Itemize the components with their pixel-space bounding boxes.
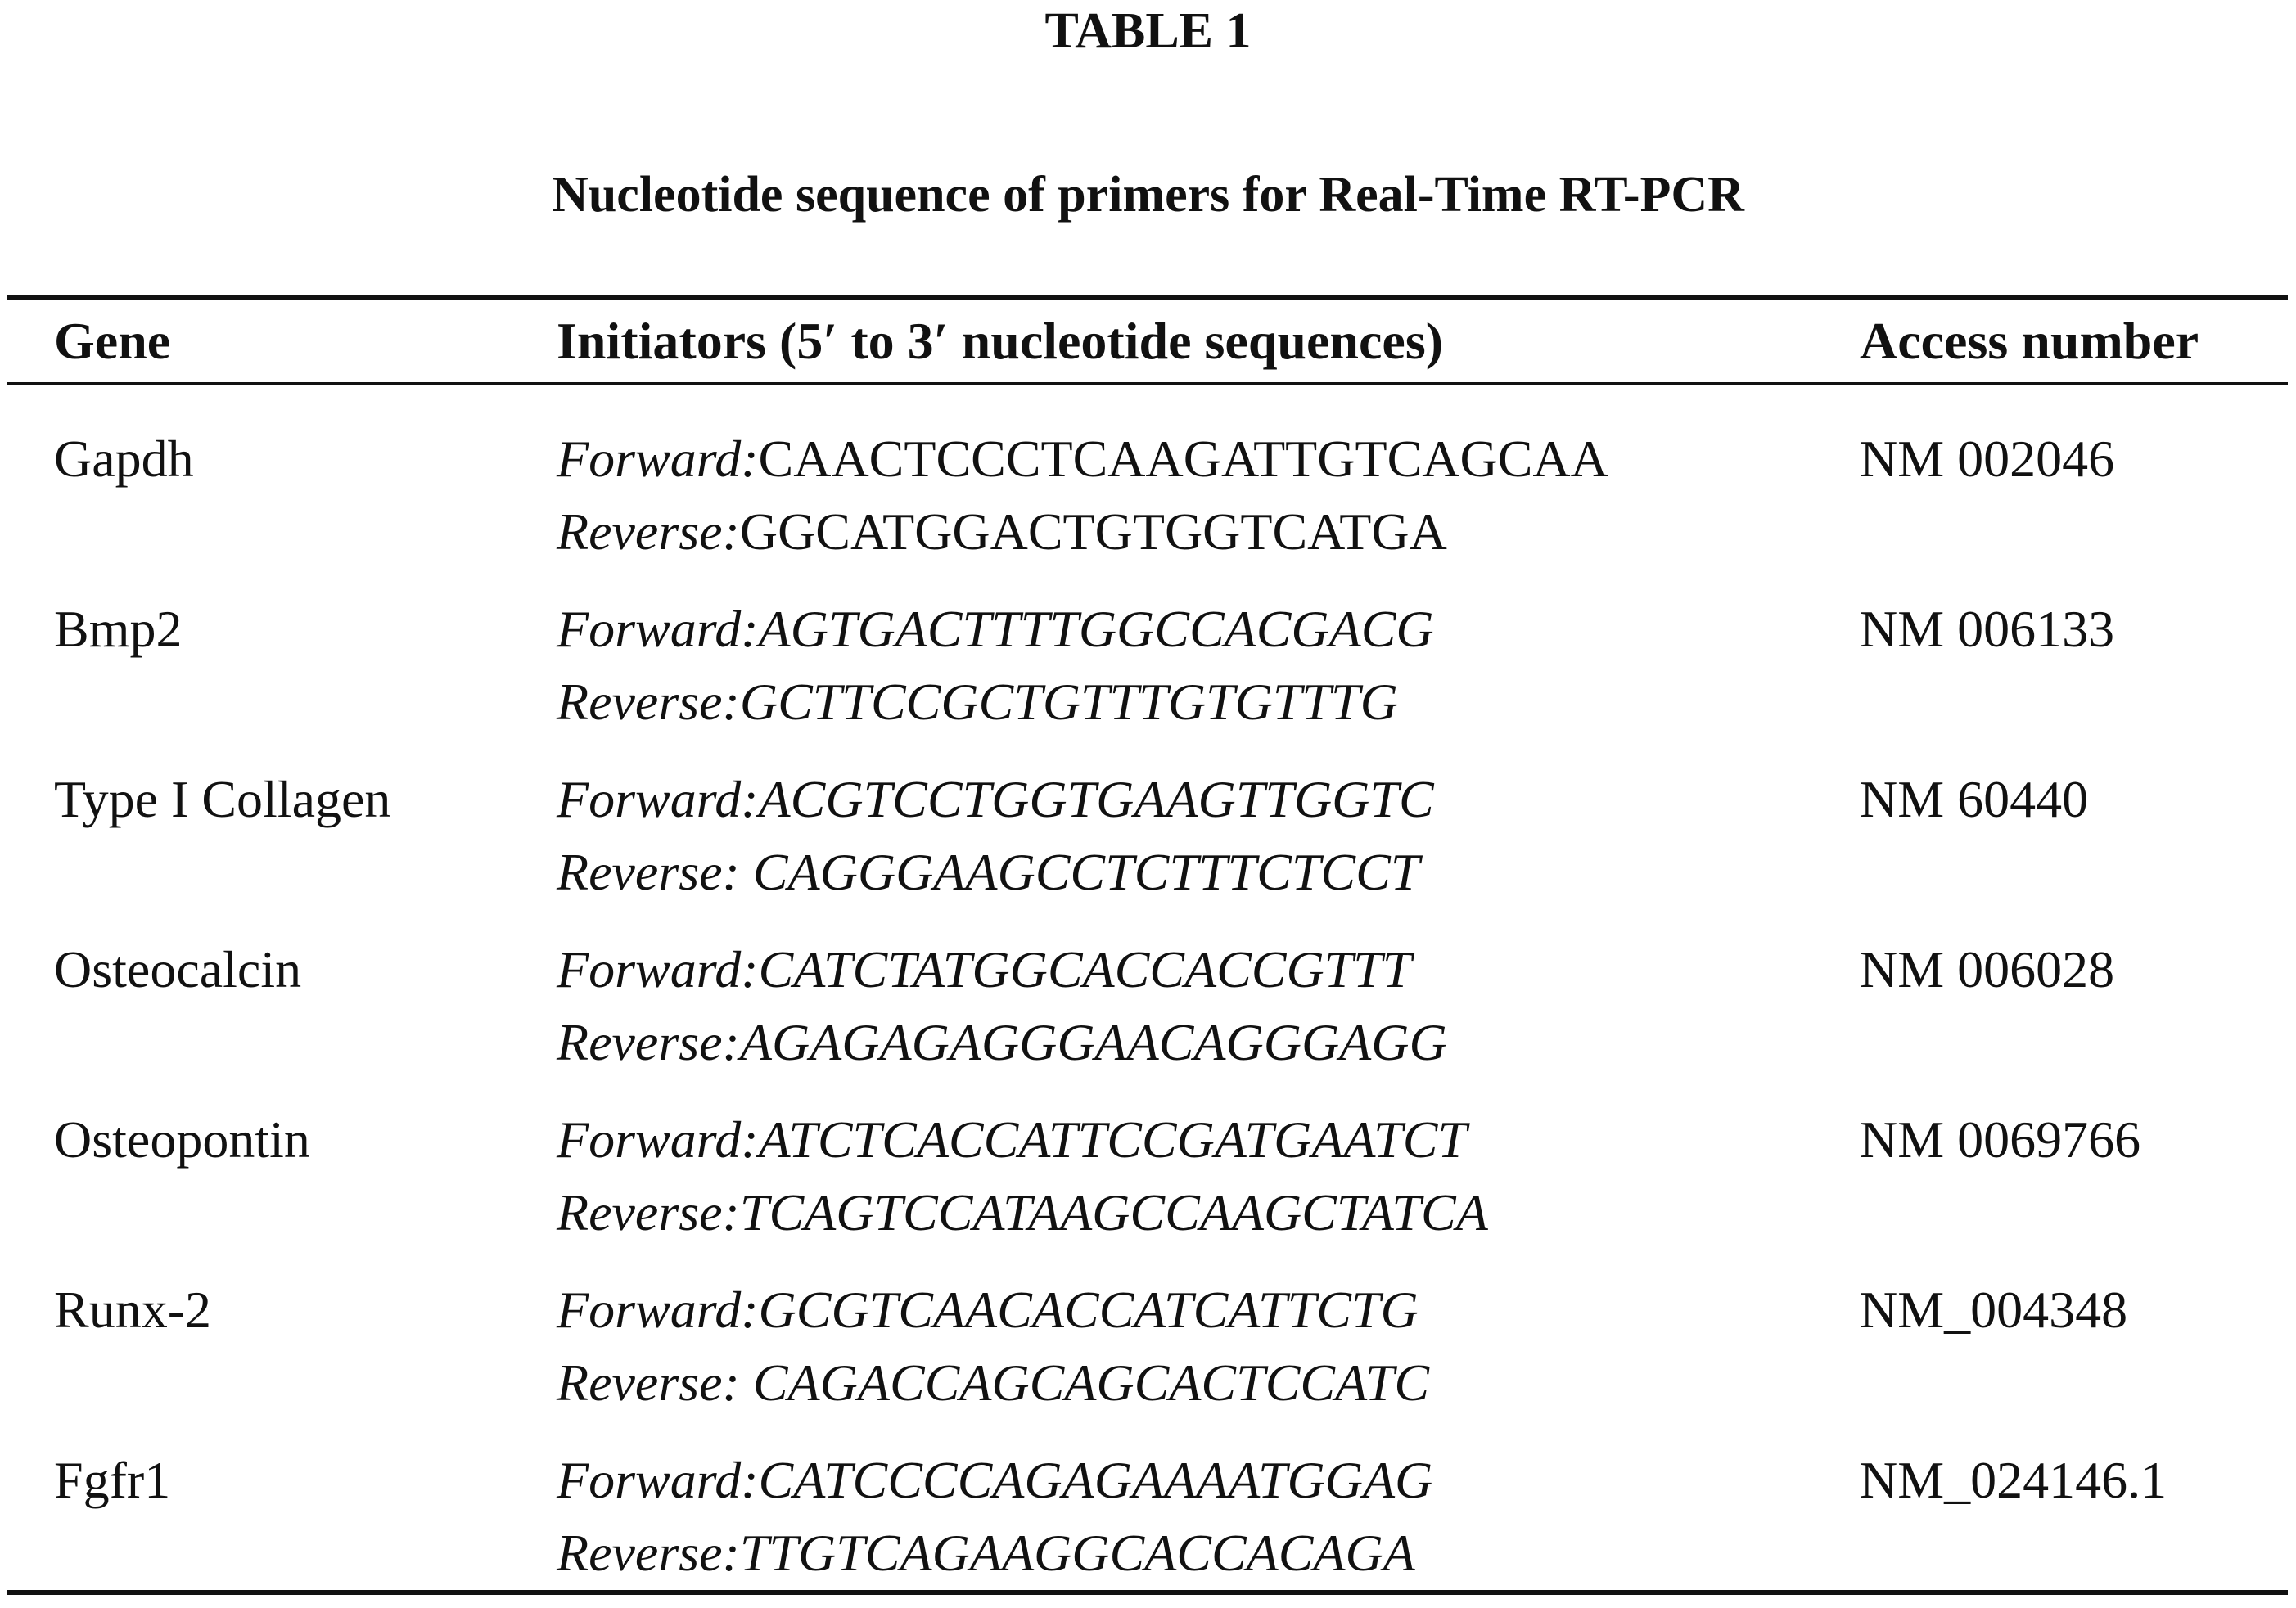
primer-line: Forward:ATCTCACCATTCCGATGAATCT bbox=[557, 1103, 1467, 1176]
primer-direction: Forward: bbox=[557, 770, 759, 828]
primer-direction: Reverse: bbox=[557, 673, 740, 731]
primer-direction: Reverse: bbox=[557, 1183, 740, 1241]
gene-name: Osteocalcin bbox=[54, 940, 302, 998]
primer-sequence: CAGACCAGCAGCACTCCATC bbox=[739, 1354, 1430, 1412]
primer-direction: Forward: bbox=[557, 600, 759, 658]
primer-line: Forward:CATCCCCAGAGAAAATGGAG bbox=[557, 1444, 1432, 1516]
column-header: Access number bbox=[1860, 312, 2199, 370]
column-header: Gene bbox=[54, 312, 171, 370]
primer-sequence: CAGGGAAGCCTCTTTCTCCT bbox=[739, 843, 1420, 901]
column-header: Initiators (5′ to 3′ nucleotide sequence… bbox=[557, 312, 1444, 370]
primer-line: Reverse: CAGGGAAGCCTCTTTCTCCT bbox=[557, 836, 1419, 908]
table-subtitle: Nucleotide sequence of primers for Real-… bbox=[552, 167, 1744, 223]
primer-sequence: GCGTCAACACCATCATTCTG bbox=[758, 1281, 1419, 1339]
primer-sequence: GGCATGGACTGTGGTCATGA bbox=[739, 502, 1447, 561]
access-number: NM_004348 bbox=[1860, 1281, 2128, 1339]
gene-name: Runx-2 bbox=[54, 1281, 211, 1339]
primer-sequence: AGAGAGAGGGAACAGGGAGG bbox=[739, 1013, 1447, 1071]
table-title: TABLE 1 bbox=[1044, 3, 1252, 59]
primer-sequence: AGTGACTTTTGGCCACGACG bbox=[758, 600, 1434, 658]
primer-line: Forward:CAACTCCCTCAAGATTGTCAGCAA bbox=[557, 422, 1608, 495]
primer-line: Reverse: CAGACCAGCAGCACTCCATC bbox=[557, 1346, 1429, 1419]
primer-sequence: TTGTCAGAAGGCACCACAGA bbox=[739, 1524, 1415, 1582]
primer-line: Forward:ACGTCCTGGTGAAGTTGGTC bbox=[557, 763, 1434, 836]
primer-direction: Forward: bbox=[557, 940, 759, 998]
gene-name: Type I Collagen bbox=[54, 770, 391, 828]
primer-line: Forward:GCGTCAACACCATCATTCTG bbox=[557, 1273, 1419, 1346]
primer-line: Reverse:TTGTCAGAAGGCACCACAGA bbox=[557, 1516, 1415, 1589]
access-number: NM 60440 bbox=[1860, 770, 2089, 828]
primer-line: Forward:CATCTATGGCACCACCGTTT bbox=[557, 933, 1411, 1006]
primer-line: Reverse:GCTTCCGCTGTTTGTGTTTG bbox=[557, 665, 1398, 738]
access-number: NM 006133 bbox=[1860, 600, 2115, 658]
access-number: NM 002046 bbox=[1860, 430, 2115, 488]
primer-line: Forward:AGTGACTTTTGGCCACGACG bbox=[557, 592, 1434, 665]
primer-sequence: TCAGTCCATAAGCCAAGCTATCA bbox=[739, 1183, 1488, 1241]
primer-sequence: GCTTCCGCTGTTTGTGTTTG bbox=[739, 673, 1398, 731]
primer-direction: Reverse: bbox=[557, 843, 740, 901]
primer-sequence: ATCTCACCATTCCGATGAATCT bbox=[758, 1110, 1467, 1169]
primer-sequence: CATCTATGGCACCACCGTTT bbox=[758, 940, 1412, 998]
bottom-rule bbox=[7, 1590, 2288, 1595]
primer-line: Reverse:TCAGTCCATAAGCCAAGCTATCA bbox=[557, 1176, 1488, 1249]
gene-name: Fgfr1 bbox=[54, 1451, 171, 1509]
primer-direction: Forward: bbox=[557, 430, 759, 488]
header-rule bbox=[7, 382, 2288, 385]
top-rule bbox=[7, 295, 2288, 300]
primer-direction: Reverse: bbox=[557, 1354, 740, 1412]
primer-direction: Reverse: bbox=[557, 1524, 740, 1582]
access-number: NM 006028 bbox=[1860, 940, 2115, 998]
primer-direction: Forward: bbox=[557, 1281, 759, 1339]
primer-sequence: CATCCCCAGAGAAAATGGAG bbox=[758, 1451, 1433, 1509]
primer-line: Reverse:AGAGAGAGGGAACAGGGAGG bbox=[557, 1006, 1447, 1079]
primer-direction: Forward: bbox=[557, 1110, 759, 1169]
access-number: NM_024146.1 bbox=[1860, 1451, 2167, 1509]
gene-name: Gapdh bbox=[54, 430, 194, 488]
primer-direction: Forward: bbox=[557, 1451, 759, 1509]
primer-direction: Reverse: bbox=[557, 502, 740, 561]
primer-sequence: CAACTCCCTCAAGATTGTCAGCAA bbox=[758, 430, 1608, 488]
gene-name: Bmp2 bbox=[54, 600, 183, 658]
primer-line: Reverse:GGCATGGACTGTGGTCATGA bbox=[557, 495, 1447, 568]
primer-direction: Reverse: bbox=[557, 1013, 740, 1071]
access-number: NM 0069766 bbox=[1860, 1110, 2141, 1169]
gene-name: Osteopontin bbox=[54, 1110, 310, 1169]
primer-sequence: ACGTCCTGGTGAAGTTGGTC bbox=[758, 770, 1434, 828]
